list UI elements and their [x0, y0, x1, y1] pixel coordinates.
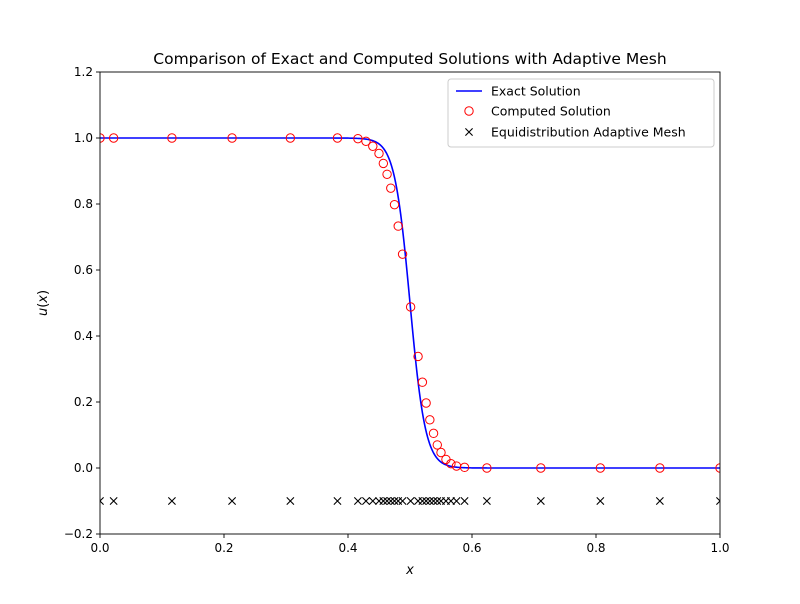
computed-solution-point	[595, 463, 606, 473]
mesh-point	[429, 497, 438, 505]
mesh-point	[655, 497, 664, 505]
mesh-point	[422, 497, 431, 505]
mesh-point	[433, 497, 442, 505]
legend-label: Computed Solution	[491, 104, 611, 119]
y-axis-label-open: (	[36, 303, 51, 308]
computed-solution-point	[361, 136, 371, 147]
y-axis-label-arg: x	[36, 295, 51, 304]
mesh-point	[100, 497, 104, 505]
mesh-point	[425, 497, 434, 505]
y-tick-label: −0.2	[64, 527, 93, 541]
y-axis-label-close: )	[36, 290, 51, 295]
legend-x-swatch	[465, 128, 473, 136]
computed-solution-point	[413, 351, 423, 362]
mesh-point	[390, 497, 399, 505]
computed-solution-point	[378, 158, 389, 169]
computed-solution-point	[332, 133, 343, 143]
computed-solution-point	[368, 141, 378, 151]
legend-circle-swatch	[464, 106, 474, 116]
y-axis-label: u(x)	[36, 290, 51, 316]
mesh-point	[596, 497, 605, 505]
mesh-point	[406, 497, 415, 505]
computed-solution-point	[421, 398, 431, 408]
mesh-point	[379, 497, 388, 505]
mesh-point	[353, 497, 362, 505]
y-tick-label: 0.6	[74, 263, 93, 277]
y-tick-label: 0.0	[74, 461, 93, 475]
computed-solution-point	[382, 169, 392, 180]
x-tick-label: 0.8	[586, 541, 605, 555]
mesh-point	[418, 497, 427, 505]
mesh-point	[386, 497, 395, 505]
computed-solution-point	[285, 133, 296, 143]
mesh-point	[452, 497, 461, 505]
mesh-point	[446, 497, 455, 505]
legend-box	[447, 78, 715, 148]
computed-solution-point	[108, 133, 119, 143]
x-tick-label: 0.0	[90, 541, 109, 555]
plot-clip-group	[100, 133, 720, 505]
computed-solution-point	[397, 249, 408, 259]
computed-solution-point	[227, 133, 237, 143]
computed-solution-point	[655, 463, 665, 473]
computed-solution-point	[482, 463, 492, 473]
computed-solution-point	[389, 199, 400, 210]
mesh-point	[716, 497, 720, 505]
mesh-point	[536, 497, 545, 505]
y-axis-label-var: u	[36, 308, 51, 316]
mesh-point	[482, 497, 491, 505]
y-tick-label: 0.8	[74, 197, 93, 211]
computed-solution-point	[459, 462, 470, 473]
computed-solution-point	[446, 459, 456, 469]
axes: 0.0 0.2 0.4 0.6 0.8 1.0−0.20.00.20.40.60.81.0…	[64, 65, 730, 555]
computed-solution-point	[386, 183, 396, 193]
mesh-point	[398, 497, 407, 505]
legend: Exact Solution Computed Solution Equidistr…	[447, 78, 715, 148]
computed-solution-point	[374, 148, 384, 159]
x-tick-label: 0.6	[462, 541, 481, 555]
computed-solution-point	[432, 440, 442, 450]
y-tick-label: 0.4	[74, 329, 93, 343]
y-tick-label: 1.2	[74, 65, 93, 79]
mesh-point	[368, 497, 377, 505]
y-tick-label: 0.2	[74, 395, 93, 409]
mesh-point	[333, 497, 342, 505]
mesh-point	[460, 497, 469, 505]
x-tick-label: 0.2	[214, 541, 233, 555]
mesh-point	[361, 497, 370, 505]
computed-solution-point	[428, 428, 439, 439]
computed-solution-point	[167, 133, 177, 143]
x-tick-label: 0.4	[338, 541, 357, 555]
mesh-point	[167, 497, 176, 505]
plot-content	[100, 133, 720, 505]
axes-frame	[99, 71, 721, 535]
mesh-point	[109, 497, 118, 505]
mesh-point	[383, 497, 392, 505]
computed-solution-point	[405, 302, 416, 312]
mesh-point	[286, 497, 295, 505]
computed-solution-point	[536, 463, 546, 473]
computed-solution-point	[436, 447, 446, 458]
x-axis-label: x	[405, 563, 414, 578]
computed-solution-point	[393, 221, 403, 231]
y-tick-label: 1.0	[74, 131, 93, 145]
chart-title: Comparison of Exact and Computed Solutio…	[153, 50, 666, 68]
computed-solution-point	[425, 415, 435, 425]
computed-solution-point	[417, 377, 428, 387]
legend-label: Exact Solution	[491, 84, 581, 99]
mesh-point	[228, 497, 237, 505]
legend-label: Equidistribution Adaptive Mesh	[491, 125, 686, 140]
x-tick-label: 1.0	[710, 541, 729, 555]
